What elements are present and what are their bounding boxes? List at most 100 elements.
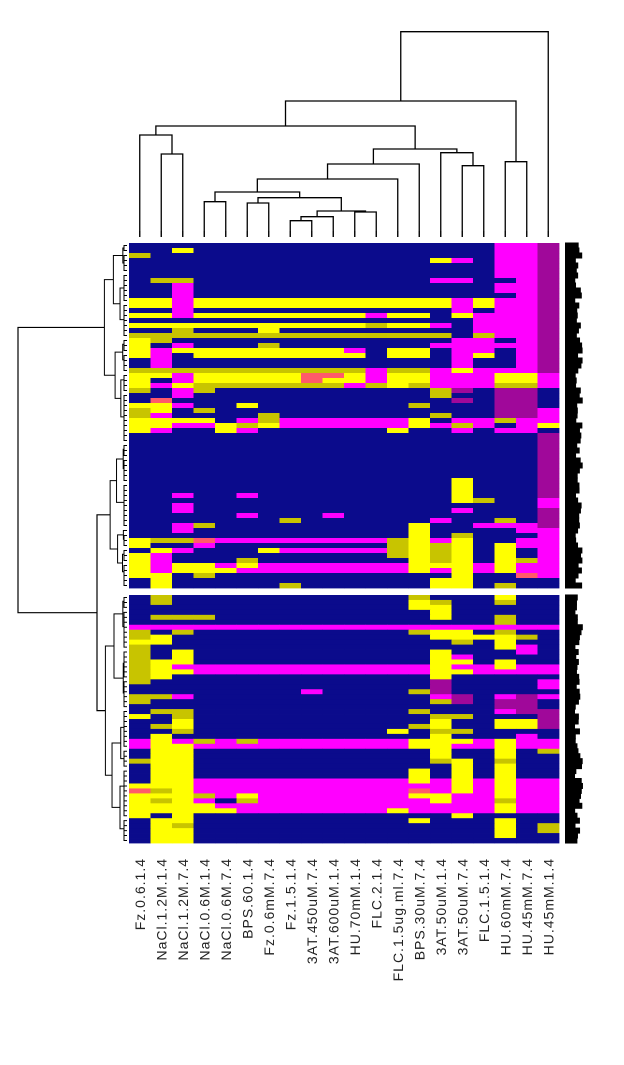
heatmap-cell xyxy=(387,478,409,484)
heatmap-cell xyxy=(365,503,388,509)
heatmap-cell xyxy=(344,403,366,409)
heatmap-cell xyxy=(258,674,280,680)
heatmap-cell xyxy=(344,273,366,279)
heatmap-cell xyxy=(408,283,431,289)
heatmap-cell xyxy=(451,634,474,641)
row-label xyxy=(565,417,577,424)
heatmap-cell xyxy=(451,303,474,309)
heatmap-cell xyxy=(387,773,409,779)
heatmap-cell xyxy=(516,704,538,710)
heatmap-cell xyxy=(537,503,560,509)
heatmap-cell xyxy=(150,573,173,579)
heatmap-cell xyxy=(344,348,366,354)
heatmap-cell xyxy=(129,553,151,559)
heatmap-cell xyxy=(322,763,345,769)
heatmap-cell xyxy=(150,383,173,389)
heatmap-cell xyxy=(172,268,194,274)
heatmap-cell xyxy=(193,343,216,349)
heatmap-cell xyxy=(387,578,409,584)
heatmap-cell xyxy=(344,788,366,794)
heatmap-cell xyxy=(236,378,259,384)
heatmap-cell xyxy=(301,353,323,359)
row-label xyxy=(565,307,578,314)
heatmap-cell xyxy=(258,808,280,814)
heatmap-cell xyxy=(408,503,431,509)
heatmap-cell xyxy=(301,543,323,549)
heatmap-cell xyxy=(451,743,474,750)
heatmap-cell xyxy=(516,733,538,740)
heatmap-cell xyxy=(344,413,366,419)
heatmap-cell xyxy=(387,523,409,529)
heatmap-cell xyxy=(408,368,431,374)
heatmap-cell xyxy=(494,568,517,574)
heatmap-cell xyxy=(215,308,237,314)
heatmap-cell xyxy=(172,674,194,680)
heatmap-cell xyxy=(494,488,517,494)
heatmap-cell xyxy=(172,523,194,529)
heatmap-cell xyxy=(516,273,538,279)
heatmap-cell xyxy=(473,533,495,539)
heatmap-cell xyxy=(258,578,280,584)
heatmap-cell xyxy=(408,443,431,449)
heatmap-cell xyxy=(473,664,495,670)
heatmap-cell xyxy=(258,714,280,720)
heatmap-cell xyxy=(516,378,538,384)
heatmap-cell xyxy=(193,595,216,601)
heatmap-cell xyxy=(279,343,302,349)
row-label xyxy=(565,482,580,489)
heatmap-cell xyxy=(172,753,194,760)
heatmap-cell xyxy=(172,808,194,814)
heatmap-cell xyxy=(473,358,495,364)
heatmap-cell xyxy=(150,684,173,690)
heatmap-cell xyxy=(150,358,173,364)
heatmap-cell xyxy=(172,833,194,839)
heatmap-cell xyxy=(430,318,452,324)
heatmap-cell xyxy=(236,283,259,289)
heatmap-cell xyxy=(301,563,323,569)
heatmap-cell xyxy=(172,498,194,504)
heatmap-cell xyxy=(322,393,345,399)
heatmap-cell xyxy=(365,343,388,349)
heatmap-cell xyxy=(150,649,173,655)
heatmap-cell xyxy=(236,548,259,554)
heatmap-cell xyxy=(150,473,173,479)
heatmap-cell xyxy=(473,518,495,524)
heatmap-cell xyxy=(322,649,345,655)
row-label xyxy=(565,337,581,344)
heatmap-cell xyxy=(236,778,259,784)
heatmap-cell xyxy=(365,709,388,715)
heatmap-cell xyxy=(301,758,323,765)
heatmap-cell xyxy=(193,408,216,414)
heatmap-cell xyxy=(258,813,280,819)
heatmap-cell xyxy=(451,463,474,469)
heatmap-cell xyxy=(193,634,216,641)
heatmap-cell xyxy=(473,704,495,710)
heatmap-cell xyxy=(430,503,452,509)
heatmap-cell xyxy=(215,728,237,735)
heatmap-cell xyxy=(150,704,173,710)
heatmap-cell xyxy=(365,758,388,765)
heatmap-cell xyxy=(537,283,560,289)
heatmap-cell xyxy=(387,263,409,269)
heatmap-cell xyxy=(451,803,474,809)
heatmap-cell xyxy=(129,664,151,670)
heatmap-cell xyxy=(365,558,388,564)
heatmap-cell xyxy=(301,604,323,611)
heatmap-cell xyxy=(258,278,280,284)
heatmap-cell xyxy=(451,278,474,284)
heatmap-cell xyxy=(365,543,388,549)
heatmap-cell xyxy=(129,634,151,641)
heatmap-cell xyxy=(258,543,280,549)
heatmap-cell xyxy=(172,298,194,304)
heatmap-cell xyxy=(494,423,517,429)
heatmap-cell xyxy=(516,823,538,829)
heatmap-cell xyxy=(408,253,431,259)
dendrogram-branch xyxy=(300,216,334,237)
heatmap-cell xyxy=(172,788,194,794)
heatmap-cell xyxy=(473,243,495,249)
heatmap-cell xyxy=(322,468,345,474)
heatmap-cell xyxy=(537,558,560,564)
heatmap-cell xyxy=(193,313,216,319)
heatmap-cell xyxy=(365,303,388,309)
heatmap-cell xyxy=(473,393,495,399)
